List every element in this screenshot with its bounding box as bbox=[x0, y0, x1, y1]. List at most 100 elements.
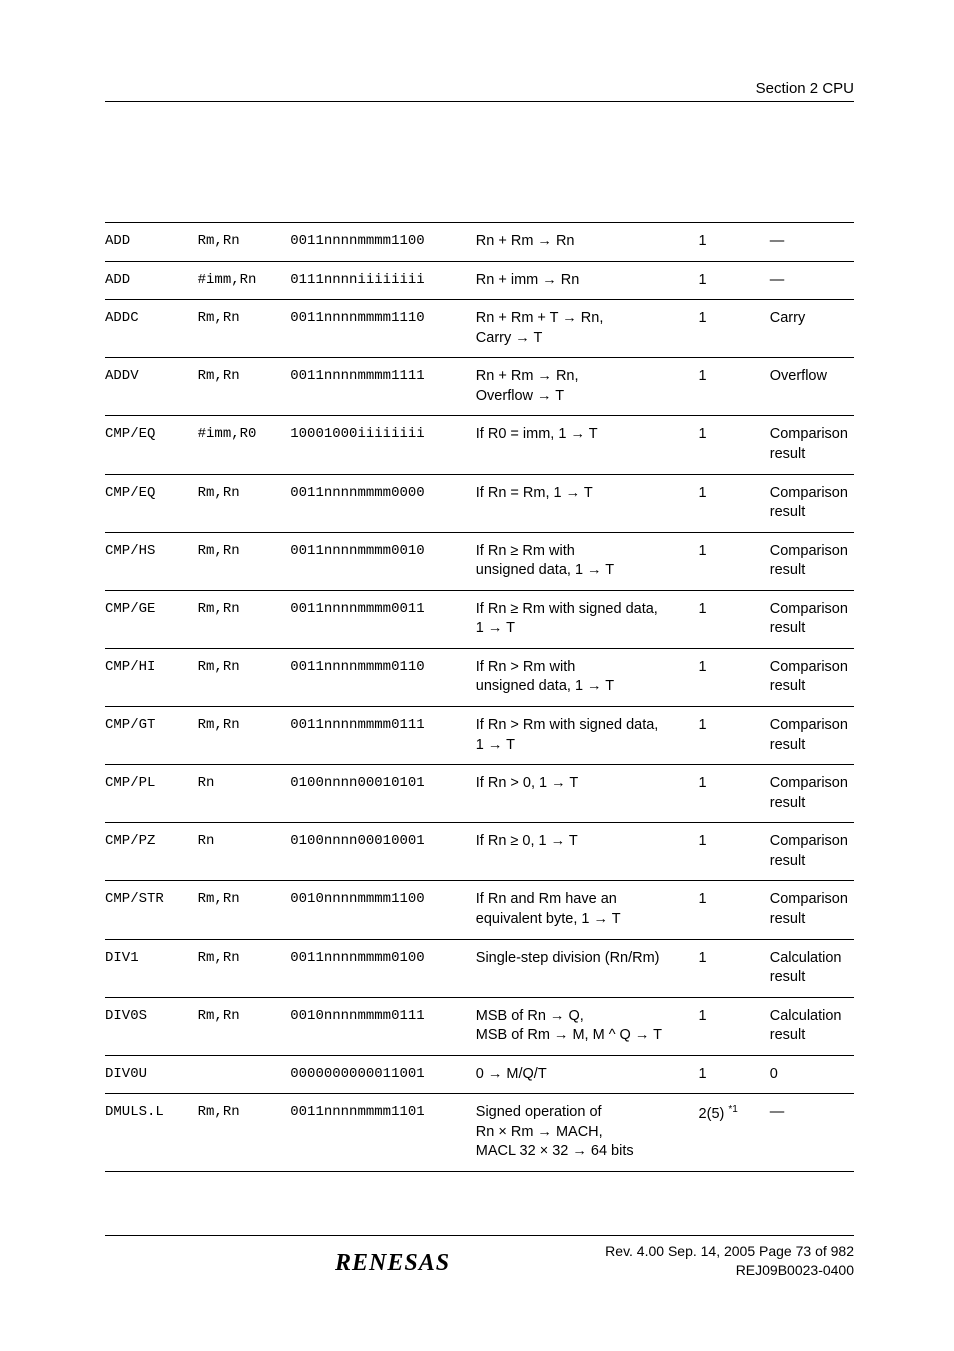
table-row: CMP/EQ#imm,R010001000iiiiiiiiIf R0 = imm… bbox=[105, 416, 854, 474]
cell-mnemonic: DMULS.L bbox=[105, 1094, 198, 1172]
cell-encoding: 0100nnnn00010101 bbox=[290, 765, 476, 823]
cell-operands bbox=[198, 1055, 291, 1094]
table-row: DIV1Rm,Rn0011nnnnmmmm0100Single-step div… bbox=[105, 939, 854, 997]
cell-mnemonic: ADDV bbox=[105, 358, 198, 416]
table-row: CMP/PZRn0100nnnn00010001If Rn ≥ 0, 1 → T… bbox=[105, 823, 854, 881]
instruction-table: ADDRm,Rn0011nnnnmmmm1100Rn + Rm → Rn1—AD… bbox=[105, 222, 854, 1172]
cell-cycles: 1 bbox=[699, 261, 770, 300]
table-row: DIV0SRm,Rn0010nnnnmmmm0111MSB of Rn → Q,… bbox=[105, 997, 854, 1055]
cell-mnemonic: ADD bbox=[105, 223, 198, 262]
cell-cycles: 1 bbox=[699, 881, 770, 939]
cell-tbit: Calculation result bbox=[770, 939, 854, 997]
cell-description: Rn + imm → Rn bbox=[476, 261, 699, 300]
cell-operands: Rm,Rn bbox=[198, 881, 291, 939]
cell-operands: Rn bbox=[198, 765, 291, 823]
cell-cycles: 1 bbox=[699, 590, 770, 648]
cell-encoding: 0011nnnnmmmm1101 bbox=[290, 1094, 476, 1172]
cell-cycles: 1 bbox=[699, 532, 770, 590]
cell-cycles: 1 bbox=[699, 648, 770, 706]
cell-description: If Rn ≥ Rm with signed data,1 → T bbox=[476, 590, 699, 648]
cell-tbit: — bbox=[770, 1094, 854, 1172]
cell-cycles: 1 bbox=[699, 997, 770, 1055]
cell-cycles: 1 bbox=[699, 474, 770, 532]
cell-encoding: 0011nnnnmmmm1111 bbox=[290, 358, 476, 416]
cell-mnemonic: DIV0S bbox=[105, 997, 198, 1055]
table-row: ADDRm,Rn0011nnnnmmmm1100Rn + Rm → Rn1— bbox=[105, 223, 854, 262]
cell-tbit: Carry bbox=[770, 300, 854, 358]
table-row: CMP/HSRm,Rn0011nnnnmmmm0010If Rn ≥ Rm wi… bbox=[105, 532, 854, 590]
table-row: ADDCRm,Rn0011nnnnmmmm1110Rn + Rm + T → R… bbox=[105, 300, 854, 358]
cell-tbit: Comparison result bbox=[770, 765, 854, 823]
table-row: CMP/GTRm,Rn0011nnnnmmmm0111If Rn > Rm wi… bbox=[105, 707, 854, 765]
section-header: Section 2 CPU bbox=[105, 80, 854, 102]
cell-encoding: 0010nnnnmmmm1100 bbox=[290, 881, 476, 939]
cell-description: MSB of Rn → Q,MSB of Rm → M, M ^ Q → T bbox=[476, 997, 699, 1055]
cell-mnemonic: CMP/STR bbox=[105, 881, 198, 939]
cell-description: Signed operation ofRn × Rm → MACH,MACL 3… bbox=[476, 1094, 699, 1172]
footer-rev-line: Rev. 4.00 Sep. 14, 2005 Page 73 of 982 bbox=[605, 1242, 854, 1262]
table-row: CMP/EQRm,Rn0011nnnnmmmm0000If Rn = Rm, 1… bbox=[105, 474, 854, 532]
cell-operands: #imm,Rn bbox=[198, 261, 291, 300]
cell-encoding: 0011nnnnmmmm0100 bbox=[290, 939, 476, 997]
cell-encoding: 0011nnnnmmmm0010 bbox=[290, 532, 476, 590]
cell-mnemonic: DIV1 bbox=[105, 939, 198, 997]
cell-description: If Rn and Rm have anequivalent byte, 1 →… bbox=[476, 881, 699, 939]
cell-encoding: 10001000iiiiiiii bbox=[290, 416, 476, 474]
cell-description: 0 → M/Q/T bbox=[476, 1055, 699, 1094]
cell-tbit: Comparison result bbox=[770, 707, 854, 765]
cell-tbit: 0 bbox=[770, 1055, 854, 1094]
cell-description: If Rn > Rm with signed data,1 → T bbox=[476, 707, 699, 765]
renesas-logo: RENESAS bbox=[105, 1242, 450, 1277]
cell-operands: Rm,Rn bbox=[198, 532, 291, 590]
cell-operands: Rm,Rn bbox=[198, 300, 291, 358]
cell-description: Rn + Rm → Rn,Overflow → T bbox=[476, 358, 699, 416]
cell-tbit: Comparison result bbox=[770, 474, 854, 532]
cell-cycles: 1 bbox=[699, 300, 770, 358]
cell-cycles: 1 bbox=[699, 416, 770, 474]
cell-description: If Rn = Rm, 1 → T bbox=[476, 474, 699, 532]
cell-operands: Rm,Rn bbox=[198, 939, 291, 997]
cell-tbit: Comparison result bbox=[770, 416, 854, 474]
cell-encoding: 0011nnnnmmmm1110 bbox=[290, 300, 476, 358]
cell-description: If R0 = imm, 1 → T bbox=[476, 416, 699, 474]
cell-mnemonic: ADDC bbox=[105, 300, 198, 358]
cell-cycles: 1 bbox=[699, 823, 770, 881]
cell-description: If Rn > 0, 1 → T bbox=[476, 765, 699, 823]
cell-cycles: 1 bbox=[699, 765, 770, 823]
cell-encoding: 0100nnnn00010001 bbox=[290, 823, 476, 881]
cell-operands: Rm,Rn bbox=[198, 1094, 291, 1172]
cell-encoding: 0111nnnniiiiiiii bbox=[290, 261, 476, 300]
cell-operands: Rm,Rn bbox=[198, 223, 291, 262]
cell-cycles: 1 bbox=[699, 223, 770, 262]
cell-mnemonic: CMP/GE bbox=[105, 590, 198, 648]
cell-tbit: — bbox=[770, 223, 854, 262]
cell-operands: #imm,R0 bbox=[198, 416, 291, 474]
table-row: CMP/STRRm,Rn0010nnnnmmmm1100If Rn and Rm… bbox=[105, 881, 854, 939]
cell-operands: Rm,Rn bbox=[198, 590, 291, 648]
table-row: DMULS.LRm,Rn0011nnnnmmmm1101Signed opera… bbox=[105, 1094, 854, 1172]
cell-mnemonic: CMP/HS bbox=[105, 532, 198, 590]
footer-doc-id: REJ09B0023-0400 bbox=[605, 1261, 854, 1281]
cell-operands: Rm,Rn bbox=[198, 997, 291, 1055]
table-row: ADDVRm,Rn0011nnnnmmmm1111Rn + Rm → Rn,Ov… bbox=[105, 358, 854, 416]
cell-mnemonic: CMP/HI bbox=[105, 648, 198, 706]
cell-mnemonic: CMP/GT bbox=[105, 707, 198, 765]
cell-tbit: — bbox=[770, 261, 854, 300]
cell-encoding: 0000000000011001 bbox=[290, 1055, 476, 1094]
cell-tbit: Comparison result bbox=[770, 590, 854, 648]
table-row: CMP/PLRn0100nnnn00010101If Rn > 0, 1 → T… bbox=[105, 765, 854, 823]
cell-mnemonic: DIV0U bbox=[105, 1055, 198, 1094]
cell-encoding: 0011nnnnmmmm1100 bbox=[290, 223, 476, 262]
cell-tbit: Comparison result bbox=[770, 823, 854, 881]
page: Section 2 CPU ADDRm,Rn0011nnnnmmmm1100Rn… bbox=[0, 0, 954, 1351]
cell-cycles: 1 bbox=[699, 358, 770, 416]
cell-cycles: 2(5) *1 bbox=[699, 1094, 770, 1172]
cell-description: Rn + Rm → Rn bbox=[476, 223, 699, 262]
cell-description: Single-step division (Rn/Rm) bbox=[476, 939, 699, 997]
cell-mnemonic: CMP/PL bbox=[105, 765, 198, 823]
cell-cycles: 1 bbox=[699, 939, 770, 997]
cell-tbit: Comparison result bbox=[770, 532, 854, 590]
cell-mnemonic: ADD bbox=[105, 261, 198, 300]
cell-encoding: 0011nnnnmmmm0111 bbox=[290, 707, 476, 765]
cell-description: If Rn ≥ 0, 1 → T bbox=[476, 823, 699, 881]
